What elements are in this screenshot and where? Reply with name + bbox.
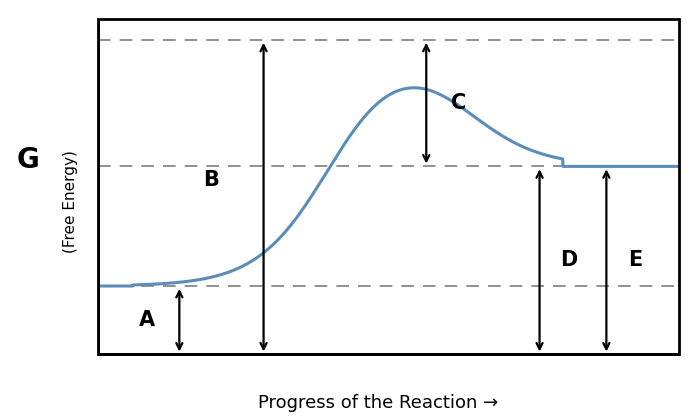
Text: Progress of the Reaction →: Progress of the Reaction → bbox=[258, 394, 498, 412]
Text: G: G bbox=[17, 146, 39, 173]
Text: B: B bbox=[204, 170, 219, 190]
Text: (Free Energy): (Free Energy) bbox=[62, 150, 78, 253]
Text: C: C bbox=[451, 93, 466, 113]
Text: A: A bbox=[139, 310, 155, 330]
Text: D: D bbox=[560, 250, 577, 270]
Text: E: E bbox=[629, 250, 643, 270]
